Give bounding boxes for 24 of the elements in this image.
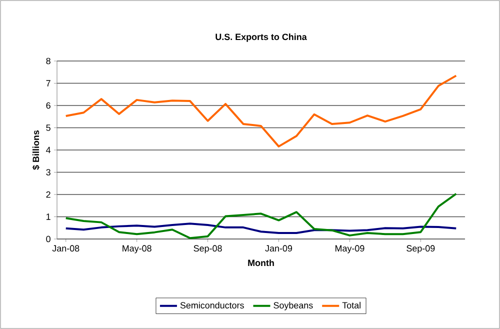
y-tick-label: 0 <box>46 236 50 242</box>
x-tick-label: May-09 <box>335 245 364 254</box>
y-tick-label: 4 <box>46 146 51 154</box>
y-axis-title: $ Billions <box>32 130 40 170</box>
y-tick-label: 6 <box>46 102 50 109</box>
legend-label: Soybeans <box>274 302 313 310</box>
legend-label: Total <box>342 302 360 309</box>
y-tick-label: 1 <box>46 214 50 220</box>
y-tick-label: 2 <box>46 191 50 198</box>
y-tick-label: 7 <box>46 80 50 86</box>
line-series <box>64 192 458 239</box>
x-tick-label: May-08 <box>122 245 152 254</box>
x-tick-label: Jan-09 <box>265 245 292 252</box>
y-tick-label: 8 <box>46 58 50 64</box>
legend-label: Semiconductors <box>180 302 244 309</box>
chart-title: U.S. Exports to China <box>216 33 307 42</box>
line-series <box>64 74 458 148</box>
x-tick-label: Jan-08 <box>52 245 80 252</box>
line-series <box>64 222 458 234</box>
x-axis-title: Month <box>248 259 274 266</box>
x-tick-label: Sep-08 <box>194 245 222 254</box>
y-tick-label: 5 <box>46 124 50 131</box>
y-tick-label: 3 <box>46 169 50 176</box>
x-tick-label: Sep-09 <box>406 245 435 254</box>
